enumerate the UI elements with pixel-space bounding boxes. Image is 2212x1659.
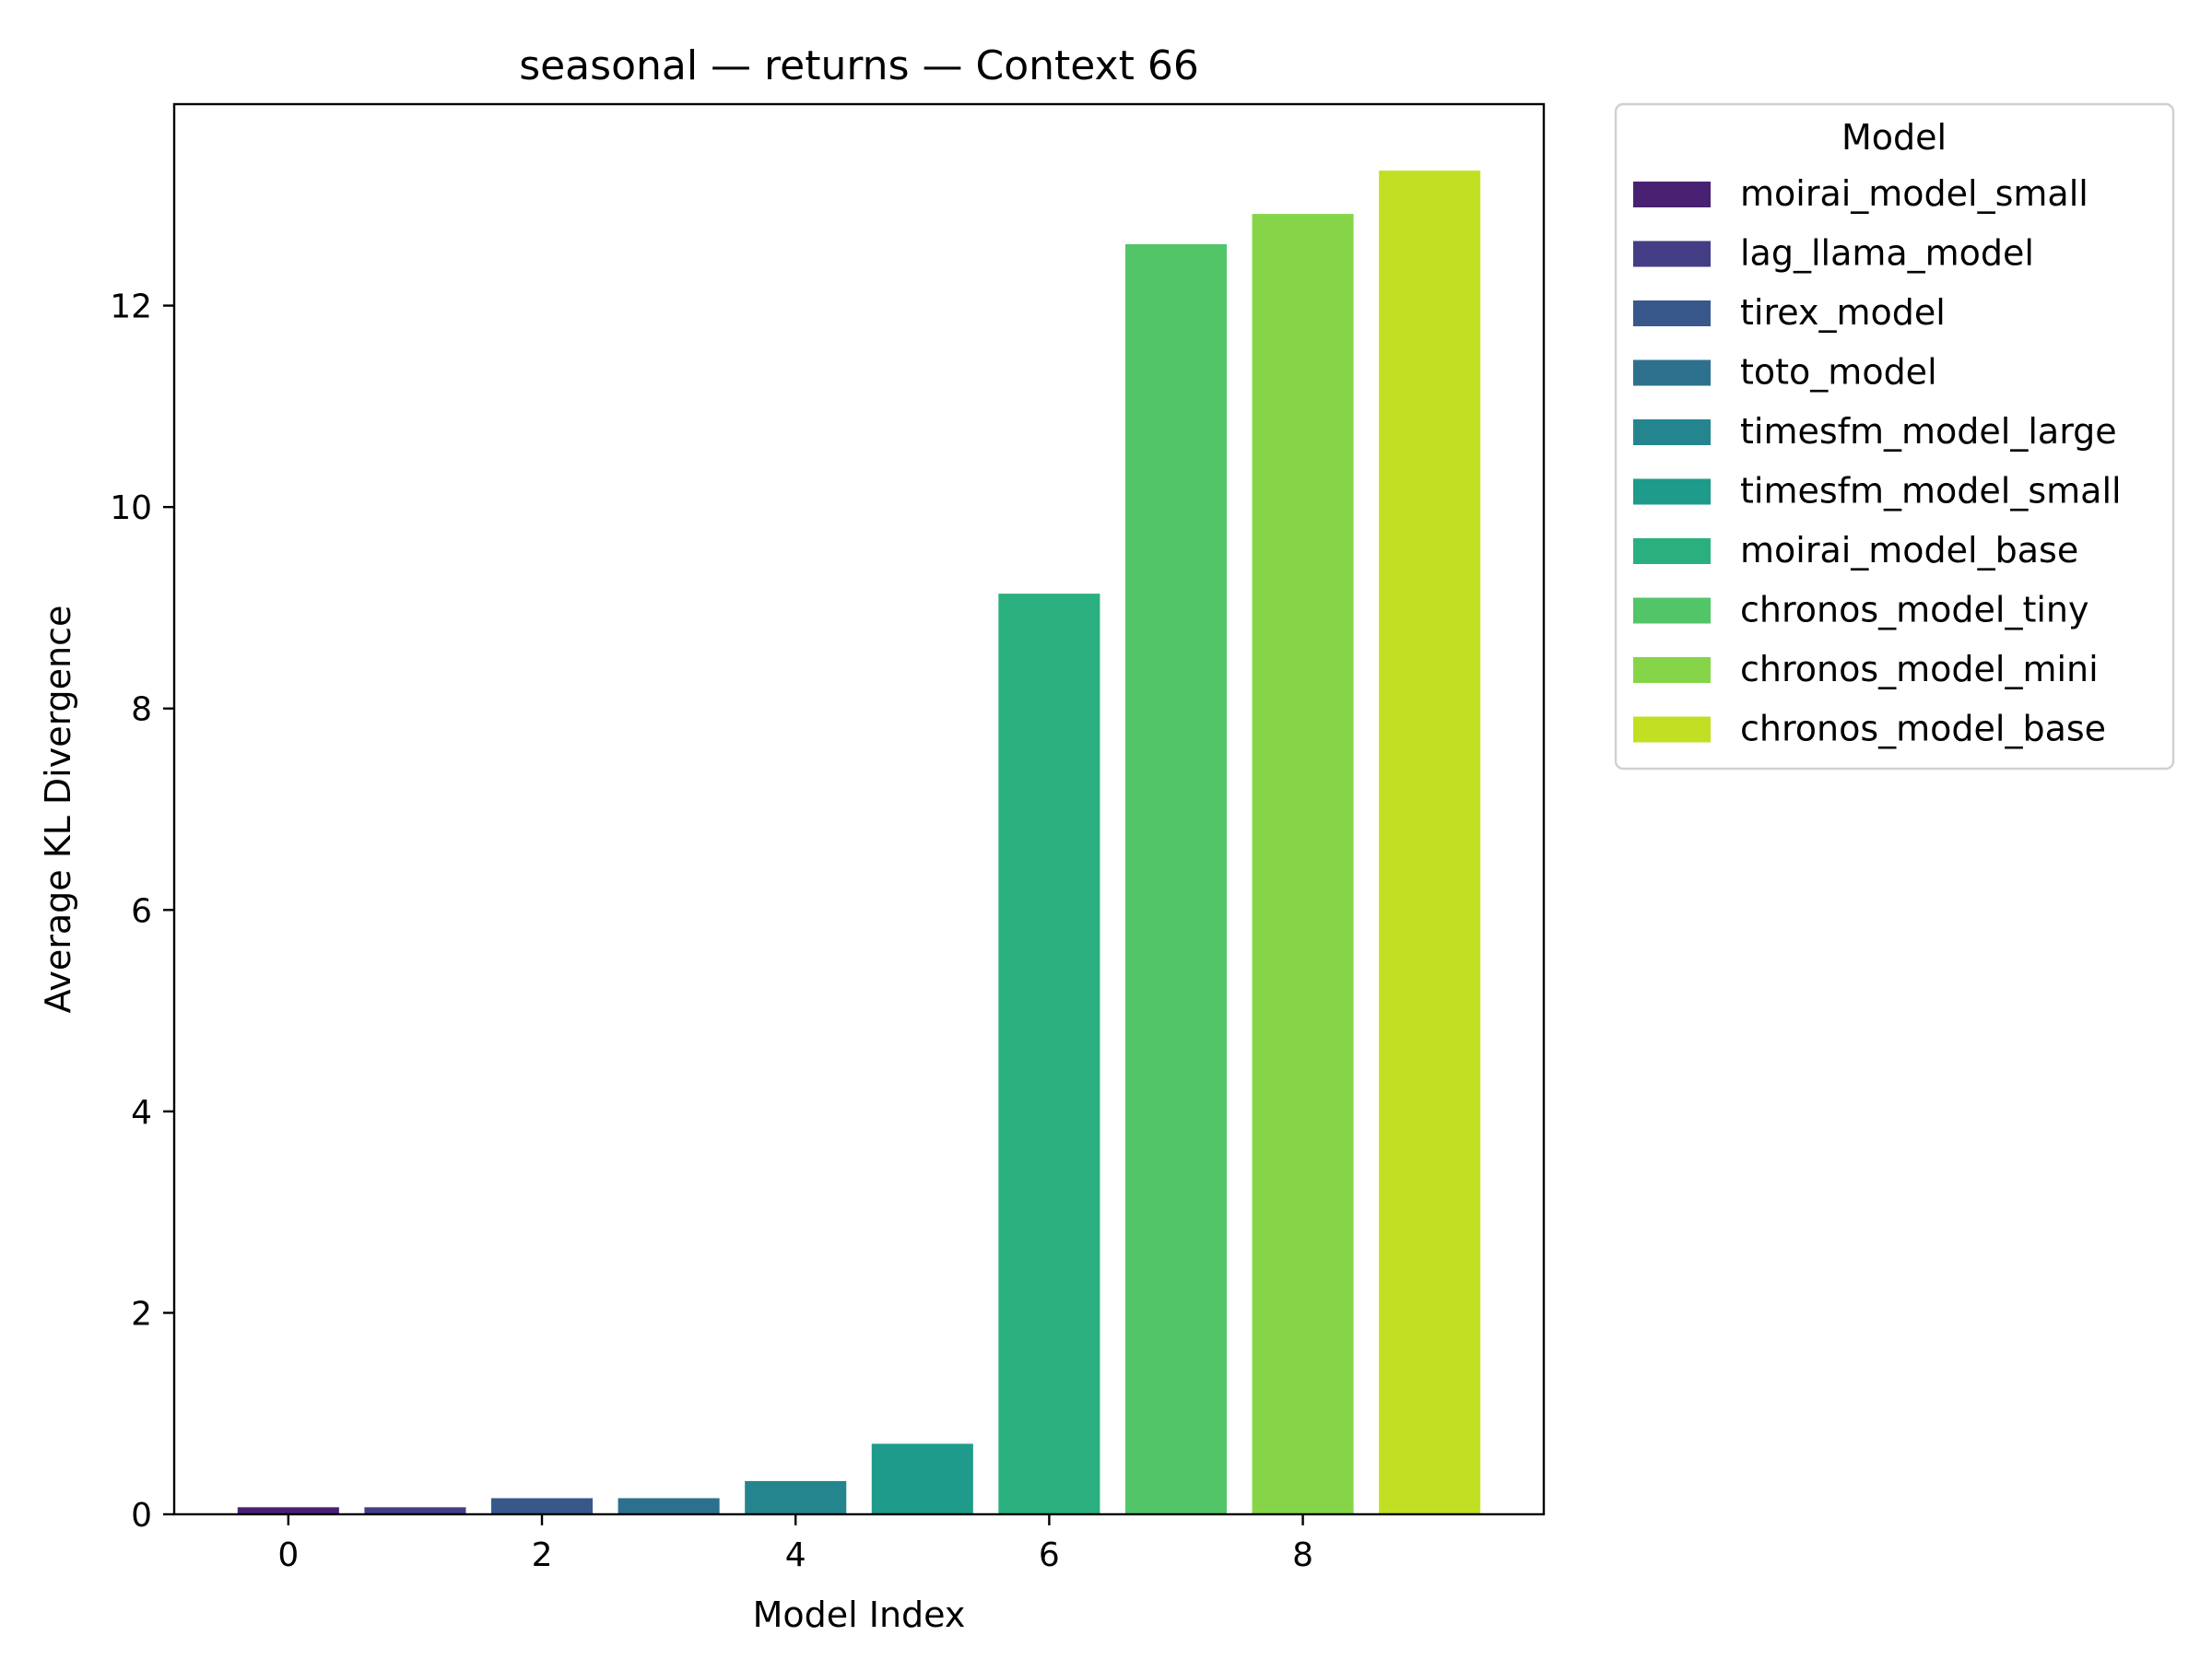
plot-frame xyxy=(172,102,1546,1516)
y-tick-label: 0 xyxy=(131,1497,152,1535)
legend-swatch-chronos_model_base xyxy=(1633,716,1711,743)
legend-items: moirai_model_small lag_llama_model tirex_m… xyxy=(1633,173,2122,749)
legend-label-lag_llama_model: lag_llama_model xyxy=(1740,233,2034,274)
x-tick-label: 6 xyxy=(1039,1536,1060,1574)
bar-tirex_model xyxy=(490,1498,594,1514)
legend-label-chronos_model_base: chronos_model_base xyxy=(1740,709,2106,749)
legend-swatch-timesfm_model_small xyxy=(1633,478,1711,505)
axis-ticks: 0 2 4 6 8 0 2 4 6 8 10 12 xyxy=(110,288,1313,1574)
y-tick-label: 10 xyxy=(110,489,152,527)
bar-toto_model xyxy=(618,1498,720,1514)
bar-chronos_model_tiny xyxy=(1124,243,1228,1515)
legend-label-chronos_model_tiny: chronos_model_tiny xyxy=(1740,590,2089,630)
x-tick-label: 4 xyxy=(785,1536,806,1574)
x-axis-label: Model Index xyxy=(753,1594,966,1635)
bar-chronos_model_base xyxy=(1379,171,1481,1515)
x-tick-label: 0 xyxy=(277,1536,299,1574)
legend-label-toto_model: toto_model xyxy=(1740,352,1937,393)
legend-label-moirai_model_base: moirai_model_base xyxy=(1740,530,2078,571)
y-axis-label: Average KL Divergence xyxy=(38,606,78,1014)
legend-label-timesfm_model_small: timesfm_model_small xyxy=(1740,471,2122,512)
legend-swatch-moirai_model_base xyxy=(1633,538,1711,564)
legend-label-tirex_model: tirex_model xyxy=(1740,292,1946,333)
y-tick-label: 12 xyxy=(110,288,152,326)
x-tick-label: 8 xyxy=(1292,1536,1313,1574)
legend-title: Model xyxy=(1841,117,1947,158)
bar-timesfm_model_small xyxy=(871,1443,973,1514)
legend: Model moirai_model_small lag_llama_modelt… xyxy=(1614,102,2175,771)
y-tick-label: 6 xyxy=(131,892,152,930)
bar-moirai_model_small xyxy=(237,1507,339,1514)
legend-label-timesfm_model_large: timesfm_model_large xyxy=(1740,411,2117,452)
y-tick-label: 8 xyxy=(131,691,152,729)
bar-chronos_model_mini xyxy=(1252,214,1354,1514)
bar-lag_llama_model xyxy=(364,1507,466,1514)
y-tick-label: 4 xyxy=(131,1094,152,1132)
bar-timesfm_model_large xyxy=(745,1480,847,1514)
legend-swatch-tirex_model xyxy=(1633,300,1711,326)
legend-swatch-chronos_model_tiny xyxy=(1633,597,1711,624)
y-tick-label: 2 xyxy=(131,1295,152,1333)
legend-swatch-toto_model xyxy=(1633,359,1711,386)
bar-moirai_model_base xyxy=(998,594,1100,1514)
legend-label-chronos_model_mini: chronos_model_mini xyxy=(1740,649,2099,689)
legend-swatch-timesfm_model_large xyxy=(1633,419,1711,445)
legend-label-moirai_model_small: moirai_model_small xyxy=(1740,173,2088,214)
legend-swatch-lag_llama_model xyxy=(1633,241,1711,267)
bars xyxy=(237,171,1481,1515)
x-tick-label: 2 xyxy=(532,1536,553,1574)
legend-swatch-chronos_model_mini xyxy=(1633,657,1711,683)
legend-swatch-moirai_model_small xyxy=(1633,182,1711,207)
legend-frame xyxy=(1614,102,2175,771)
chart-title: seasonal — returns — Context 66 xyxy=(519,42,1199,89)
